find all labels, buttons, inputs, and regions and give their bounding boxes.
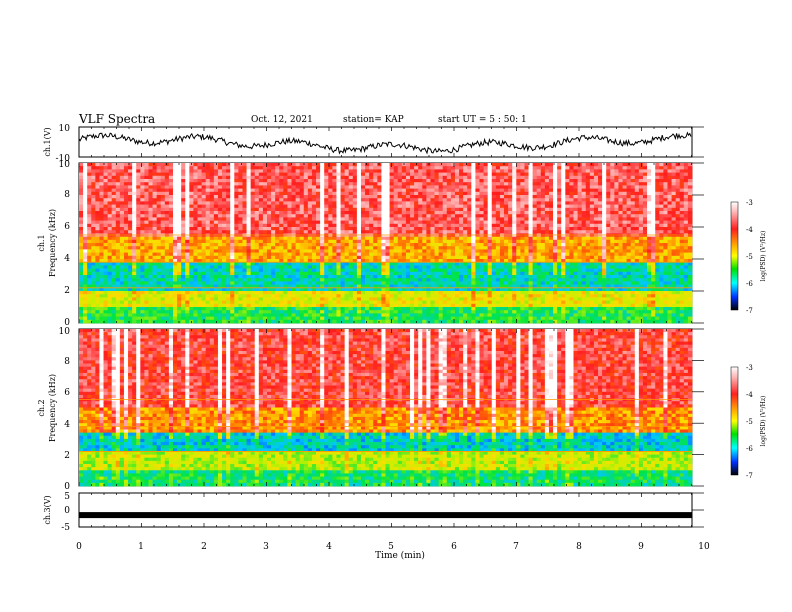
- x-tick-0: 0: [76, 542, 82, 552]
- cb1-tick-m7: -7: [746, 307, 753, 315]
- ch1-waveform-ticks: [78, 126, 704, 158]
- cb1-tick-m4: -4: [746, 226, 753, 234]
- x-tick-8: 8: [576, 542, 582, 552]
- ch1-freq-tick-0: 0: [64, 318, 70, 328]
- ch1-waveform-panel: 10 -10 ch.1(V): [43, 124, 704, 164]
- x-axis-label: Time (min): [375, 550, 425, 561]
- ch1-waveform-line: [78, 131, 692, 155]
- ch1-ytick-10: 10: [59, 124, 71, 134]
- ch1-colorbar: -3 -4 -5 -6 -7 log(PSD) (V²/Hz): [730, 199, 767, 315]
- ch3-waveform-line: [79, 512, 692, 519]
- x-tick-9: 9: [638, 542, 644, 552]
- x-tick-6: 6: [451, 542, 457, 552]
- ch3-waveform-panel: 5 0 -5 ch.3(V) 0 1 2 3 4 5 6 7 8 9 10 Ti…: [43, 492, 710, 561]
- ch2-spectrogram-ylabel-channel: ch.2: [37, 399, 46, 416]
- figure-title: VLF Spectra: [79, 112, 156, 126]
- ch1-ylabel: ch.1(V): [43, 127, 52, 156]
- ch1-spectrogram-ylabel-frequency: Frequency (kHz): [48, 209, 57, 277]
- ch2-freq-tick-10: 10: [59, 327, 71, 337]
- date-label: Oct. 12, 2021: [251, 115, 313, 125]
- ch2-freq-tick-0: 0: [64, 482, 70, 492]
- ch2-freq-tick-4: 4: [64, 420, 70, 430]
- ch3-waveform-ticks: [78, 492, 704, 528]
- ch3-ytick-5: 5: [64, 492, 70, 502]
- ch1-freq-tick-10: 10: [59, 160, 71, 170]
- x-tick-3: 3: [263, 542, 269, 552]
- x-tick-7: 7: [513, 542, 519, 552]
- ch3-ytick-0: 0: [64, 506, 70, 516]
- ch1-freq-tick-8: 8: [64, 190, 70, 200]
- ch2-freq-tick-2: 2: [64, 451, 70, 461]
- cb2-label: log(PSD) (V²/Hz): [760, 396, 767, 447]
- start-time-label: start UT = 5 : 50: 1: [438, 115, 527, 125]
- x-tick-4: 4: [326, 542, 332, 552]
- cb2-tick-m7: -7: [746, 472, 753, 480]
- cb2-tick-m3: -3: [746, 364, 753, 372]
- ch1-freq-tick-2: 2: [64, 286, 70, 296]
- ch3-ytick-minus5: -5: [61, 523, 70, 533]
- ch1-freq-tick-4: 4: [64, 254, 70, 264]
- station-label: station= KAP: [343, 115, 404, 125]
- cb1-tick-m3: -3: [746, 199, 753, 207]
- cb2-tick-m5: -5: [746, 418, 753, 426]
- ch2-colorbar: -3 -4 -5 -6 -7 log(PSD) (V²/Hz): [730, 364, 767, 480]
- ch2-spectrogram-ylabel-frequency: Frequency (kHz): [48, 374, 57, 442]
- x-tick-2: 2: [201, 542, 207, 552]
- cb1-label: log(PSD) (V²/Hz): [760, 231, 767, 282]
- x-tick-10: 10: [698, 542, 710, 552]
- ch2-spectrogram-ticks: [78, 328, 704, 487]
- cb1-tick-m6: -6: [746, 280, 753, 288]
- cb1-tick-m5: -5: [746, 253, 753, 261]
- ch2-spectrogram-cells: [79, 329, 693, 487]
- ch2-freq-tick-8: 8: [64, 357, 70, 367]
- x-tick-5: 5: [388, 542, 394, 552]
- ch1-spectrogram-cells: [79, 163, 693, 324]
- cb2-tick-m6: -6: [746, 445, 753, 453]
- ch1-ytick-minus10: -10: [56, 154, 71, 164]
- ch2-freq-tick-6: 6: [64, 388, 70, 398]
- ch2-spectrogram-panel: 0 2 4 6 8 10 ch.2 Frequency (kHz): [37, 327, 704, 492]
- ch1-spectrogram-panel: 0 2 4 6 8 10 ch.1 Frequency (kHz): [37, 160, 704, 328]
- ch3-ylabel: ch.3(V): [43, 495, 52, 524]
- cb2-tick-m4: -4: [746, 391, 753, 399]
- ch1-freq-tick-6: 6: [64, 222, 70, 232]
- x-tick-1: 1: [138, 542, 144, 552]
- ch1-spectrogram-ylabel-channel: ch.1: [37, 234, 46, 251]
- ch1-spectrogram-ticks: [78, 162, 704, 324]
